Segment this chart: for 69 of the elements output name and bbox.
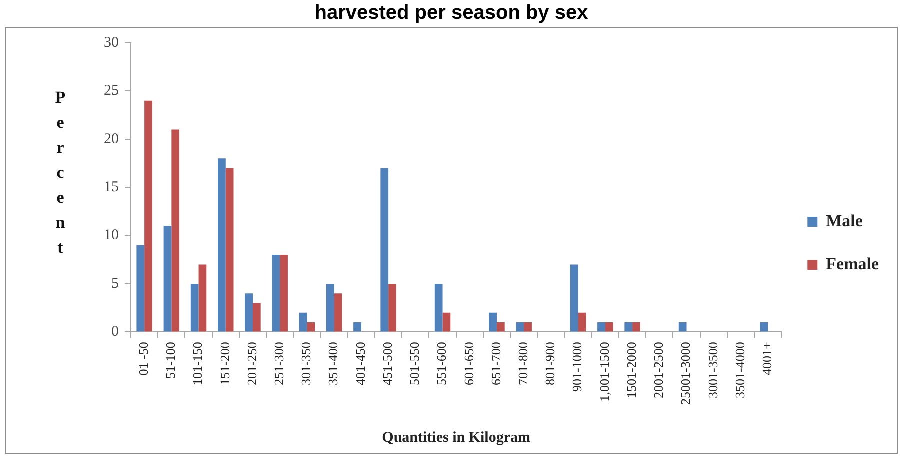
x-tick-label: 01 -50 [136,342,151,376]
y-axis-title: Percent [50,88,70,263]
x-tick-label: 401-450 [352,342,368,386]
bar [678,322,687,332]
bar [280,255,288,332]
bar [605,322,614,332]
x-tick-label: 551-600 [434,342,450,386]
x-tick-label: 1,001-1500 [596,342,612,402]
bar [516,322,524,332]
x-tick-label: 651-700 [488,342,504,386]
bar [578,312,586,332]
bar [198,264,207,332]
bar [354,322,362,332]
x-tick-label: 901-1000 [570,342,585,392]
bar [299,312,308,332]
x-tick-label: 51-100 [163,342,178,380]
bar [245,294,253,332]
x-tick-label: 501-550 [407,342,422,386]
chart-title: harvested per season by sex [314,1,590,25]
x-tick-label: 25001-3000 [678,342,694,406]
x-tick-label: 4001+ [760,342,775,376]
bar [218,158,226,332]
bar [226,168,234,332]
x-tick-label: 151-200 [217,342,232,386]
bar [252,303,261,332]
bar [598,322,606,332]
bar [172,130,180,332]
x-tick-label: 451-500 [380,342,395,386]
bar [326,284,334,332]
bar [136,245,145,332]
bar [524,322,532,332]
x-axis-title: Quantities in Kilogram [382,430,531,446]
x-tick-label: 701-800 [516,342,531,386]
x-tick-label: 3001-3500 [705,342,720,399]
bar [307,322,316,332]
bar [442,312,451,332]
bar [434,284,443,332]
bar [190,284,199,332]
x-tick-label: 351-400 [326,342,341,386]
bar [760,322,768,332]
y-tick-label: 10 [104,228,119,244]
y-tick-label: 20 [104,131,119,148]
bar [496,322,505,332]
y-tick-label: 30 [104,34,119,51]
bar [388,284,396,332]
y-tick-label: 0 [112,324,119,340]
bar [164,226,172,332]
bar [489,312,497,332]
legend-label: Male [826,211,864,230]
y-tick-label: 5 [112,276,119,292]
bar [272,255,280,332]
x-tick-label: 801-900 [542,342,558,386]
x-tick-label: 201-250 [244,342,260,386]
x-tick-label: 301-350 [298,342,314,386]
bar [632,322,640,332]
x-tick-label: 2001-2500 [651,342,666,399]
y-tick-label: 25 [104,83,119,100]
x-tick-label: 601-650 [461,342,476,386]
bar [334,294,342,332]
x-tick-label: 251-300 [272,342,287,386]
bar [380,168,389,332]
x-tick-label: 1501-2000 [624,342,639,399]
x-tick-label: 3501-4000 [732,342,748,399]
y-tick-label: 15 [104,180,119,196]
bar [570,264,578,332]
bar [144,100,152,332]
bar [624,322,633,332]
x-tick-label: 101-150 [190,342,206,386]
legend-label: Female [826,254,880,274]
